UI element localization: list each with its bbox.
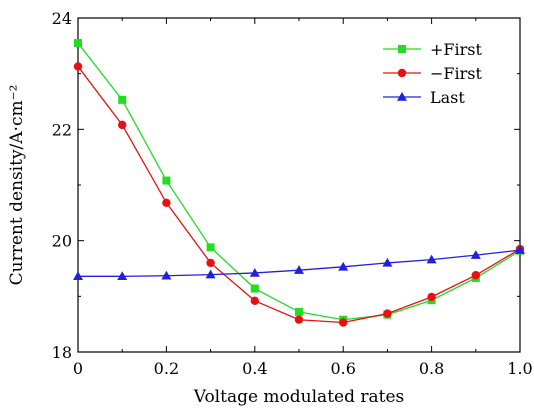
data-point <box>294 265 304 274</box>
x-axis-title: Voltage modulated rates <box>193 387 405 407</box>
legend-item: −First <box>383 64 482 83</box>
data-point <box>294 315 304 324</box>
axis-ticks: 0 0.2 0.4 0.6 0.8 1.0 18 20 22 24 <box>52 9 533 378</box>
series-1 <box>73 62 525 327</box>
x-tick-label: 0.4 <box>242 359 267 378</box>
series-line <box>77 42 521 321</box>
data-point <box>382 257 393 267</box>
data-point <box>162 176 171 185</box>
series-layer <box>73 39 525 327</box>
data-point <box>74 39 82 48</box>
data-point <box>339 318 348 327</box>
legend-item: Last <box>383 88 465 107</box>
data-point <box>73 62 83 71</box>
data-point <box>383 309 392 318</box>
data-point <box>162 198 171 208</box>
data-point <box>470 250 481 259</box>
legend-marker <box>398 45 406 53</box>
data-point <box>250 296 259 305</box>
legend-label: −First <box>430 64 482 83</box>
data-point <box>471 270 480 280</box>
x-tick-label: 0.2 <box>154 359 179 378</box>
y-tick-label: 24 <box>52 9 72 28</box>
data-point <box>515 245 525 254</box>
series-2 <box>73 245 525 281</box>
data-point <box>295 307 303 316</box>
x-tick-label: 0.8 <box>419 359 444 378</box>
x-tick-label: 0.6 <box>330 359 355 378</box>
data-point <box>338 261 349 271</box>
y-tick-label: 18 <box>52 343 72 362</box>
data-point <box>118 120 127 130</box>
legend-marker <box>397 68 407 78</box>
data-point <box>73 271 83 281</box>
legend-item: +First <box>383 40 482 59</box>
data-point <box>250 284 259 293</box>
data-point <box>206 243 215 252</box>
legend-label: +First <box>430 40 482 59</box>
data-point <box>161 270 172 280</box>
legend-marker <box>397 92 407 101</box>
legend-label: Last <box>430 88 465 107</box>
data-point <box>118 95 127 104</box>
y-axis-title: Current density/A·cm⁻² <box>7 85 27 286</box>
y-tick-label: 20 <box>52 232 72 251</box>
data-point <box>426 254 437 264</box>
data-point <box>205 269 216 279</box>
legend: +First −First Last <box>383 40 482 107</box>
y-tick-label: 22 <box>52 120 72 139</box>
data-point <box>206 258 215 268</box>
x-tick-label: 1.0 <box>507 359 532 378</box>
data-point <box>249 267 260 277</box>
x-tick-label: 0 <box>73 359 83 378</box>
data-point <box>117 271 128 281</box>
data-point <box>427 292 436 302</box>
